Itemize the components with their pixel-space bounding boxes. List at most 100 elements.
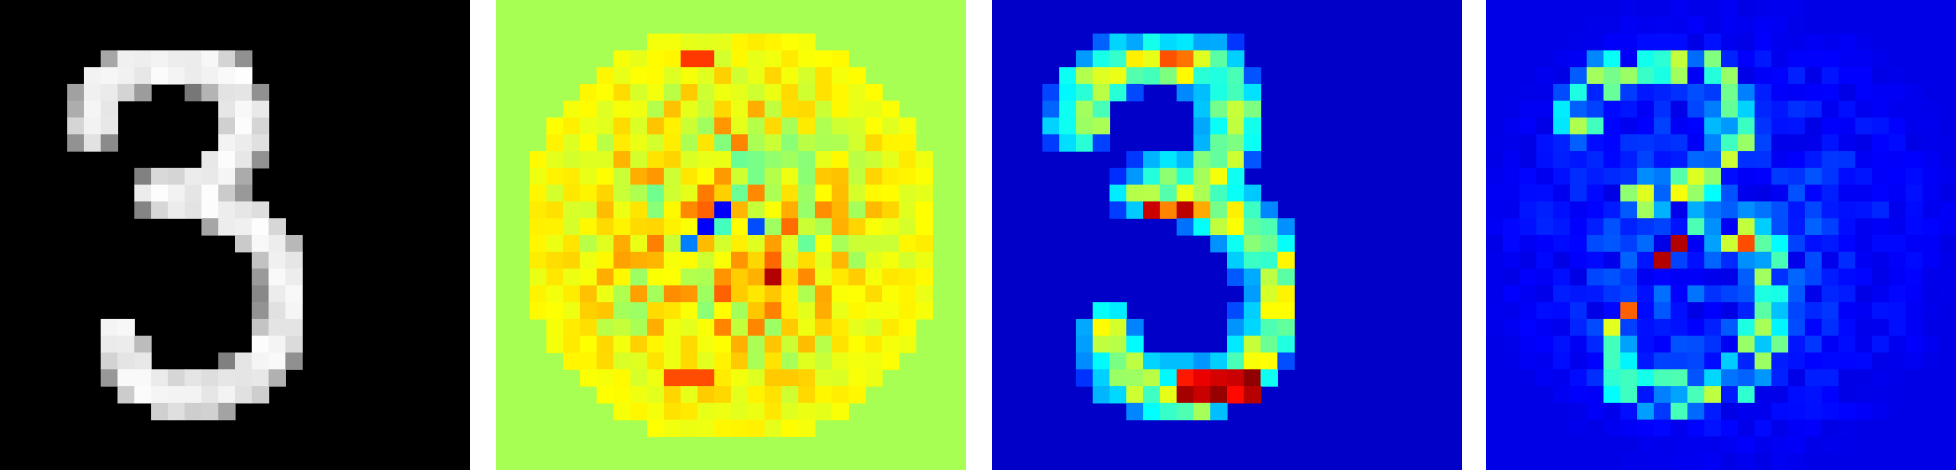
signed-pixel [680, 50, 699, 68]
signed-pixel [613, 218, 631, 236]
digit-pixel [184, 402, 203, 421]
signed-pixel [697, 151, 715, 169]
smooth-pixel [1227, 268, 1245, 286]
signed-pixel [798, 67, 816, 85]
noisy-pixel [1486, 16, 1504, 35]
signed-pixel [915, 151, 934, 169]
noisy-pixel [1687, 167, 1705, 186]
noisy-pixel [1519, 117, 1537, 135]
signed-pixel [663, 33, 682, 51]
smooth-pixel [1227, 67, 1245, 85]
noisy-pixel [1721, 268, 1739, 286]
signed-pixel [764, 419, 782, 438]
signed-pixel [814, 184, 833, 203]
signed-pixel [781, 419, 799, 438]
signed-pixel [697, 50, 715, 68]
signed-pixel [697, 67, 715, 85]
noisy-pixel [1804, 134, 1823, 152]
signed-pixel [814, 117, 833, 135]
digit-pixel [117, 83, 135, 102]
noisy-pixel [1737, 33, 1756, 51]
noisy-pixel [1721, 251, 1739, 270]
signed-pixel [714, 369, 732, 387]
noisy-pixel [1620, 318, 1638, 337]
digit-pixel [117, 386, 135, 404]
signed-pixel [697, 352, 715, 370]
noisy-pixel [1838, 218, 1856, 236]
noisy-pixel [1821, 386, 1840, 404]
signed-pixel [563, 352, 581, 370]
signed-pixel [596, 352, 615, 370]
signed-pixel [613, 235, 631, 253]
smooth-pixel [1243, 151, 1262, 169]
noisy-pixel [1486, 151, 1504, 169]
smooth-pixel [1277, 285, 1295, 303]
noisy-pixel [1637, 318, 1655, 337]
noisy-pixel [1855, 402, 1873, 421]
noisy-pixel [1821, 201, 1840, 219]
smooth-pixel [1126, 369, 1144, 387]
noisy-pixel [1586, 134, 1605, 152]
noisy-pixel [1502, 318, 1521, 337]
noisy-pixel [1704, 235, 1722, 253]
signed-pixel [663, 419, 682, 438]
noisy-pixel [1502, 235, 1521, 253]
signed-pixel [680, 419, 699, 438]
noisy-pixel [1637, 402, 1655, 421]
digit-pixel [268, 251, 286, 270]
signed-pixel [697, 184, 715, 203]
signed-pixel [814, 83, 833, 102]
noisy-pixel [1637, 251, 1655, 270]
noisy-pixel [1905, 218, 1924, 236]
digit-pixel [167, 67, 186, 85]
noisy-pixel [1502, 302, 1521, 320]
noisy-pixel [1821, 50, 1840, 68]
noisy-pixel [1788, 352, 1806, 370]
smooth-pixel [1126, 33, 1144, 51]
noisy-pixel [1888, 83, 1907, 102]
noisy-pixel [1586, 251, 1605, 270]
noisy-pixel [1620, 386, 1638, 404]
noisy-pixel [1771, 436, 1789, 454]
digit-pixel [100, 335, 119, 354]
noisy-pixel [1838, 167, 1856, 186]
noisy-pixel [1721, 436, 1739, 454]
signed-pixel [831, 50, 850, 68]
digit-pixel [285, 251, 303, 270]
noisy-pixel [1670, 386, 1689, 404]
noisy-pixel [1553, 16, 1571, 35]
signed-pixel [781, 268, 799, 286]
noisy-pixel [1754, 251, 1772, 270]
noisy-pixel [1888, 352, 1907, 370]
noisy-pixel [1872, 436, 1890, 454]
noisy-pixel [1569, 0, 1588, 18]
noisy-pixel [1603, 134, 1621, 152]
signed-pixel [680, 117, 699, 135]
noisy-pixel [1855, 67, 1873, 85]
noisy-pixel [1771, 402, 1789, 421]
digit-pixel [218, 134, 236, 152]
smooth-pixel [1210, 67, 1228, 85]
signed-pixel [663, 386, 682, 404]
noisy-pixel [1737, 251, 1756, 270]
noisy-pixel [1721, 16, 1739, 35]
signed-pixel [848, 386, 866, 404]
signed-pixel [714, 50, 732, 68]
noisy-pixel [1737, 67, 1756, 85]
digit-pixel [268, 302, 286, 320]
smooth-pixel [1227, 302, 1245, 320]
noisy-pixel [1536, 251, 1554, 270]
noisy-pixel [1939, 318, 1956, 337]
noisy-pixel [1754, 33, 1772, 51]
noisy-pixel [1536, 218, 1554, 236]
noisy-pixel [1687, 386, 1705, 404]
signed-pixel [697, 167, 715, 186]
noisy-pixel [1855, 268, 1873, 286]
noisy-pixel [1603, 235, 1621, 253]
noisy-pixel [1888, 335, 1907, 354]
noisy-pixel [1486, 50, 1504, 68]
noisy-pixel [1821, 184, 1840, 203]
noisy-pixel [1553, 386, 1571, 404]
signed-pixel [680, 302, 699, 320]
noisy-pixel [1486, 167, 1504, 186]
